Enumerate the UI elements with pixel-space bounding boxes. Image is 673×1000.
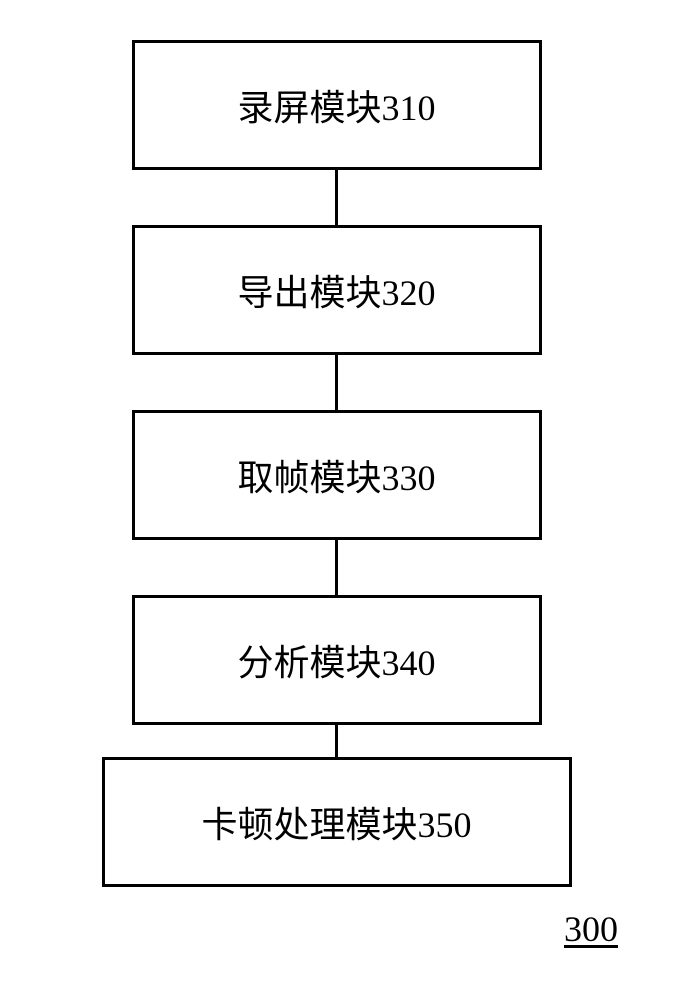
connector-line bbox=[335, 170, 338, 225]
connector-line bbox=[335, 540, 338, 595]
module-box-310: 录屏模块310 bbox=[132, 40, 542, 170]
module-label: 导出模块320 bbox=[237, 264, 435, 316]
module-box-340: 分析模块340 bbox=[132, 595, 542, 725]
module-box-320: 导出模块320 bbox=[132, 225, 542, 355]
module-label: 分析模块340 bbox=[237, 634, 435, 686]
module-box-330: 取帧模块330 bbox=[132, 410, 542, 540]
connector-line bbox=[335, 355, 338, 410]
system-number: 300 bbox=[564, 909, 618, 949]
module-box-350: 卡顿处理模块350 bbox=[102, 757, 572, 887]
flowchart-container: 录屏模块310 导出模块320 取帧模块330 分析模块340 卡顿处理模块35… bbox=[102, 40, 572, 887]
system-number-label: 300 bbox=[564, 908, 618, 950]
module-label: 取帧模块330 bbox=[237, 449, 435, 501]
module-label: 录屏模块310 bbox=[237, 79, 435, 131]
module-label: 卡顿处理模块350 bbox=[201, 796, 471, 848]
connector-line bbox=[335, 725, 338, 757]
